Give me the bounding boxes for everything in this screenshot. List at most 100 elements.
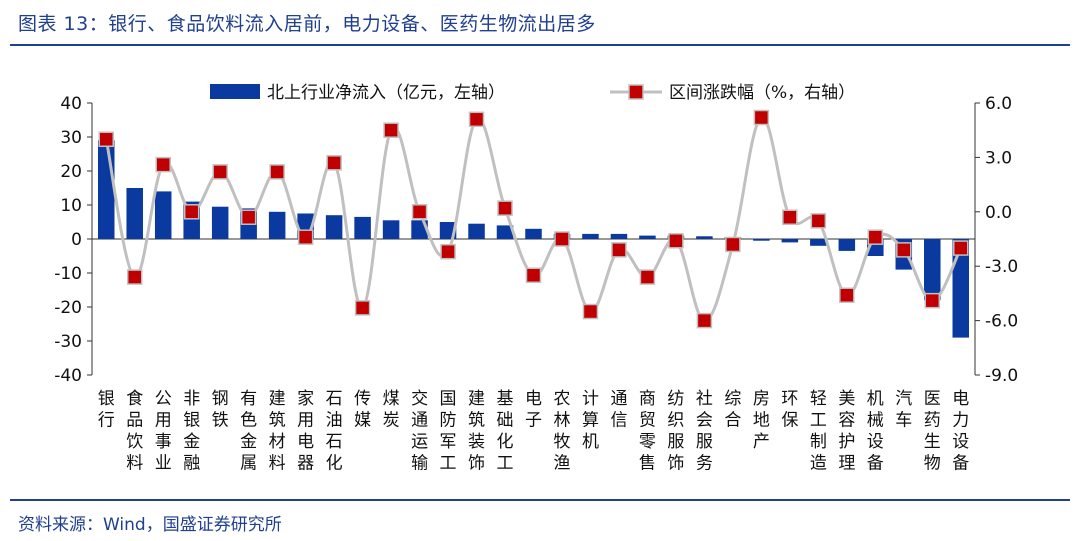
line-point <box>753 109 770 126</box>
left-tick-label: -30 <box>54 332 82 352</box>
category-label: 纺织服饰 <box>667 389 684 474</box>
category-label: 轻工制造 <box>810 389 827 474</box>
line-point <box>468 111 485 128</box>
line-point <box>326 155 342 171</box>
line-point <box>126 269 143 285</box>
category-label: 家用电器 <box>297 389 314 474</box>
legend-bar-swatch <box>210 84 260 99</box>
category-label: 基础化工 <box>497 389 514 474</box>
left-tick-label: 20 <box>60 162 82 182</box>
bar <box>810 239 827 246</box>
bar <box>525 228 542 239</box>
legend-marker-swatch <box>628 84 644 100</box>
bar <box>382 220 400 239</box>
line-point <box>924 292 941 309</box>
line-point <box>725 236 741 253</box>
category-label: 煤炭 <box>383 389 400 431</box>
category-label: 综合 <box>724 389 741 431</box>
category-label: 房地产 <box>753 389 770 452</box>
right-tick-label: 0.0 <box>985 203 1012 223</box>
bar <box>838 239 856 251</box>
line-point <box>867 229 884 245</box>
category-label: 医药生物 <box>924 389 941 474</box>
left-tick-label: 0 <box>71 230 82 250</box>
category-label: 传媒 <box>354 389 371 431</box>
chart-axes: 40 30 20 10 0 -10 -20 -30 -40 6.0 3.0 0.0 -3.0 -6.0 -9… <box>54 94 1018 474</box>
line-point <box>440 243 456 260</box>
line-series <box>98 109 969 329</box>
line-point <box>497 200 513 216</box>
legend-line-label: 区间涨跌幅（%，右轴） <box>669 83 855 103</box>
right-tick-label: 3.0 <box>985 148 1012 168</box>
line-point <box>98 131 114 148</box>
bar <box>97 140 115 239</box>
category-label: 社会服务 <box>696 389 713 474</box>
title-rule <box>10 44 1070 46</box>
category-label: 钢铁 <box>212 389 229 431</box>
left-tick-label: 30 <box>60 128 82 148</box>
legend-bar-label: 北上行业净流入（亿元，左轴） <box>267 83 505 103</box>
line-path <box>104 115 963 323</box>
category-label: 环保 <box>781 389 798 431</box>
category-label: 有色金属 <box>240 389 257 474</box>
bar <box>952 239 970 338</box>
line-point <box>668 233 684 249</box>
bar <box>496 225 514 239</box>
category-label: 农林牧渔 <box>553 389 570 474</box>
category-label: 电子 <box>525 389 542 431</box>
bar <box>354 216 371 239</box>
bar <box>325 215 343 239</box>
line-point <box>212 164 228 180</box>
category-label: 商贸零售 <box>639 389 656 474</box>
line-point <box>953 240 969 256</box>
bar <box>696 236 713 239</box>
line-point <box>611 242 627 258</box>
line-point <box>896 242 912 258</box>
left-tick-label: -40 <box>54 366 82 386</box>
line-point <box>183 204 200 220</box>
left-tick-label: -10 <box>54 264 82 284</box>
left-tick-label: 40 <box>60 94 82 114</box>
bar <box>211 206 229 239</box>
line-point <box>297 229 314 245</box>
category-label: 建筑材料 <box>269 389 286 474</box>
category-label: 公用事业 <box>155 389 172 474</box>
bar <box>781 239 799 243</box>
category-label: 计算机 <box>582 389 599 452</box>
line-point <box>839 287 855 303</box>
category-label: 非银金融 <box>183 389 200 474</box>
category-label: 食品饮料 <box>126 389 143 474</box>
category-label: 建筑装饰 <box>468 389 485 474</box>
category-label: 银行 <box>98 389 115 431</box>
category-label: 电力设备 <box>952 389 969 474</box>
line-point <box>582 303 599 320</box>
source-note: 资料来源：Wind，国盛证券研究所 <box>18 515 282 535</box>
right-tick-label: -6.0 <box>985 312 1018 332</box>
category-label: 国防军工 <box>440 389 457 474</box>
category-label: 美容护理 <box>838 389 855 474</box>
bar <box>126 188 143 239</box>
bar <box>924 239 941 301</box>
source-rule <box>10 499 1070 501</box>
category-label: 石油石化 <box>326 389 343 474</box>
line-point <box>782 209 798 225</box>
line-point <box>696 312 713 329</box>
bar <box>582 233 599 239</box>
bar <box>268 211 286 239</box>
line-point <box>810 213 827 229</box>
line-point <box>525 267 542 284</box>
left-tick-label: -20 <box>54 298 82 318</box>
line-point <box>269 164 285 180</box>
bar <box>154 191 172 239</box>
category-label: 通信 <box>610 389 627 431</box>
line-point <box>155 156 171 173</box>
line-point <box>639 269 656 285</box>
right-tick-label: -3.0 <box>985 257 1018 277</box>
line-point <box>554 231 570 247</box>
line-point <box>354 300 371 316</box>
line-point <box>383 122 399 138</box>
bar <box>468 223 485 239</box>
left-tick-label: 10 <box>60 196 82 216</box>
bar <box>610 233 628 239</box>
